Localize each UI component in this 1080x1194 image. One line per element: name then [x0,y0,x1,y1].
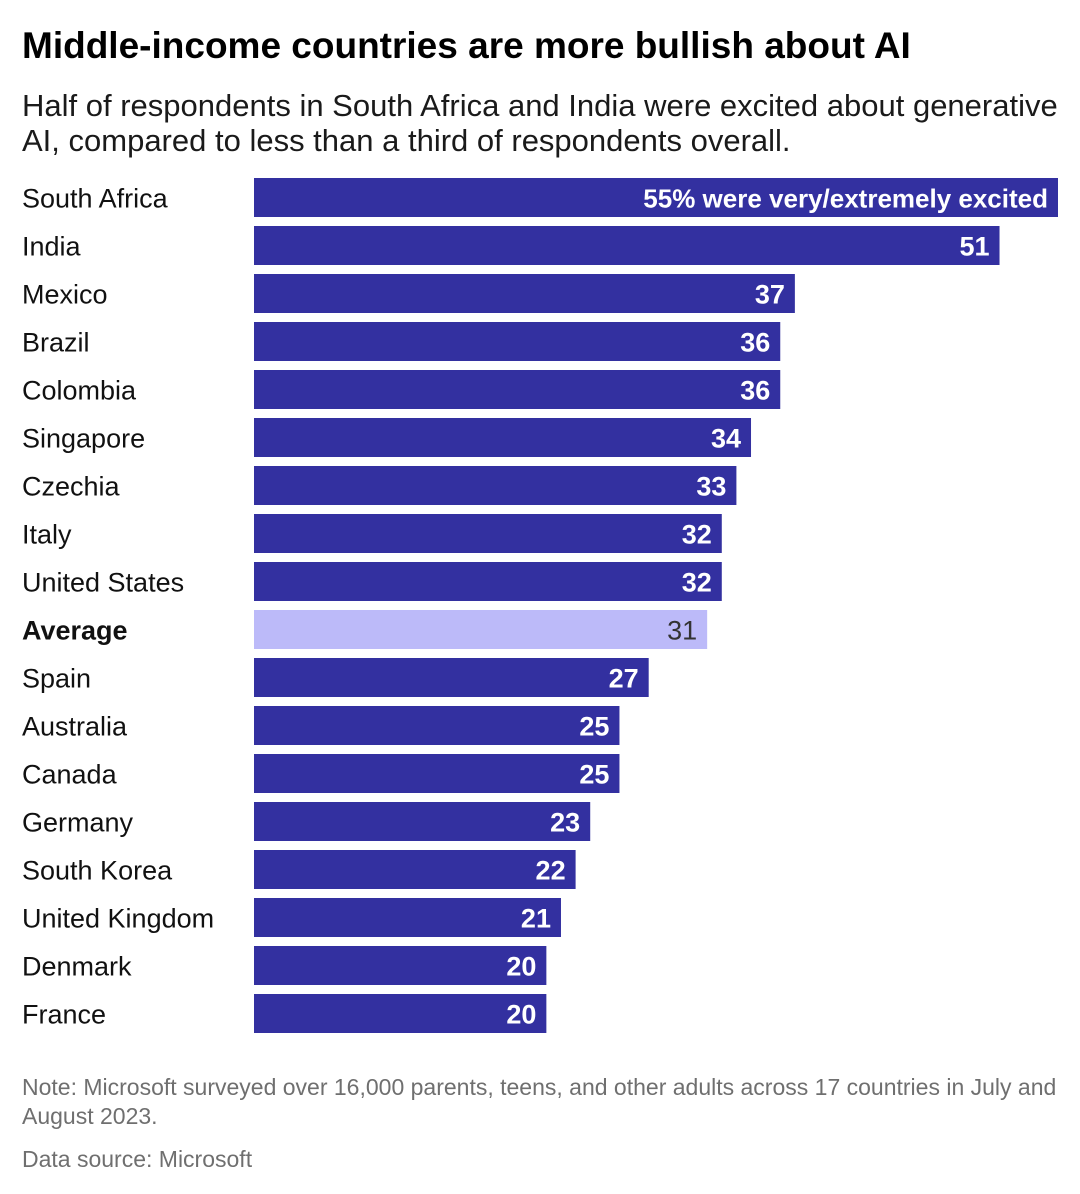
data-label-united-states: 32 [682,568,712,598]
data-label-average: 31 [667,616,697,646]
chart-note: Note: Microsoft surveyed over 16,000 par… [22,1074,1057,1129]
bar-brazil [254,322,781,361]
bar-france [254,994,547,1033]
bar-south-africa [254,178,1058,217]
bar-germany [254,802,591,841]
data-label-mexico: 37 [755,280,785,310]
category-label-singapore: Singapore [22,424,145,454]
category-label-colombia: Colombia [22,376,137,406]
bar-italy [254,514,722,553]
data-label-france: 20 [506,1000,536,1030]
data-label-united-kingdom: 21 [521,904,551,934]
bar-spain [254,658,649,697]
category-label-australia: Australia [22,712,128,742]
bar-czechia [254,466,737,505]
bar-south-korea [254,850,576,889]
data-label-brazil: 36 [740,328,770,358]
bar-mexico [254,274,795,313]
data-label-denmark: 20 [506,952,536,982]
data-source: Data source: Microsoft [22,1146,253,1172]
category-label-india: India [22,232,82,262]
category-label-united-states: United States [22,568,184,598]
bar-average [254,610,708,649]
data-label-colombia: 36 [740,376,770,406]
bar-denmark [254,946,547,985]
category-label-united-kingdom: United Kingdom [22,904,214,934]
category-label-canada: Canada [22,760,118,790]
data-label-australia: 25 [579,712,609,742]
data-label-singapore: 34 [711,424,741,454]
bar-chart: South Africa 55% were very/extremely exci… [22,178,1058,1033]
category-label-germany: Germany [22,808,134,838]
category-label-mexico: Mexico [22,280,108,310]
data-label-czechia: 33 [696,472,726,502]
data-label-germany: 23 [550,808,580,838]
category-label-denmark: Denmark [22,952,132,982]
category-label-south-africa: South Africa [22,184,169,214]
data-label-india: 51 [959,232,989,262]
category-label-italy: Italy [22,520,72,550]
bar-canada [254,754,620,793]
data-label-south-korea: 22 [536,856,566,886]
category-label-spain: Spain [22,664,91,694]
chart-title: Middle-income countries are more bullish… [22,25,911,66]
data-label-south-africa: 55% were very/extremely excited [643,184,1048,214]
bar-singapore [254,418,752,457]
bar-india [254,226,1000,265]
category-label-south-korea: South Korea [22,856,173,886]
category-label-brazil: Brazil [22,328,90,358]
category-label-czechia: Czechia [22,472,121,502]
data-label-canada: 25 [579,760,609,790]
bar-united-states [254,562,722,601]
category-label-france: France [22,1000,106,1030]
bar-colombia [254,370,781,409]
category-label-average: Average [22,616,128,646]
data-label-spain: 27 [609,664,639,694]
bar-united-kingdom [254,898,561,937]
data-label-italy: 32 [682,520,712,550]
chart-subtitle: Half of respondents in South Africa and … [22,88,1058,158]
bar-australia [254,706,620,745]
